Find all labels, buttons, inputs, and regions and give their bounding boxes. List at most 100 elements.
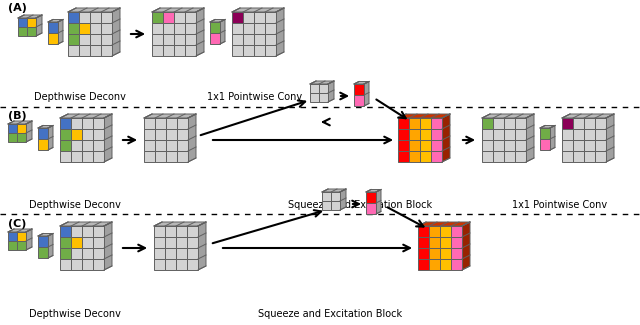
Polygon shape: [418, 259, 429, 270]
Polygon shape: [265, 23, 276, 34]
Polygon shape: [8, 229, 32, 232]
Polygon shape: [198, 222, 206, 270]
Polygon shape: [526, 114, 534, 162]
Polygon shape: [152, 23, 163, 34]
Polygon shape: [71, 237, 82, 248]
Text: 1x1 Pointwise Conv: 1x1 Pointwise Conv: [513, 200, 607, 210]
Polygon shape: [418, 222, 470, 226]
Polygon shape: [93, 226, 104, 237]
Polygon shape: [60, 259, 71, 270]
Polygon shape: [82, 259, 93, 270]
Polygon shape: [366, 203, 376, 214]
Polygon shape: [60, 118, 71, 129]
Polygon shape: [482, 151, 493, 162]
Polygon shape: [232, 34, 243, 45]
Polygon shape: [155, 151, 166, 162]
Polygon shape: [185, 45, 196, 56]
Polygon shape: [26, 121, 32, 142]
Polygon shape: [93, 248, 104, 259]
Polygon shape: [319, 84, 328, 93]
Polygon shape: [440, 226, 451, 237]
Polygon shape: [331, 201, 340, 210]
Polygon shape: [60, 237, 71, 248]
Text: Squeeze and Excitation Block: Squeeze and Excitation Block: [288, 200, 432, 210]
Polygon shape: [595, 118, 606, 129]
Polygon shape: [177, 140, 188, 151]
Text: Depthwise Deconv: Depthwise Deconv: [29, 309, 121, 319]
Polygon shape: [232, 8, 284, 12]
Polygon shape: [366, 192, 376, 203]
Polygon shape: [17, 241, 26, 250]
Polygon shape: [71, 129, 82, 140]
Polygon shape: [187, 237, 198, 248]
Polygon shape: [420, 118, 431, 129]
Polygon shape: [163, 12, 174, 23]
Polygon shape: [176, 259, 187, 270]
Polygon shape: [8, 232, 17, 241]
Polygon shape: [82, 226, 93, 237]
Polygon shape: [451, 248, 462, 259]
Polygon shape: [17, 124, 26, 133]
Polygon shape: [144, 129, 155, 140]
Polygon shape: [8, 241, 17, 250]
Polygon shape: [429, 248, 440, 259]
Polygon shape: [188, 114, 196, 162]
Polygon shape: [354, 95, 364, 106]
Polygon shape: [165, 226, 176, 237]
Polygon shape: [60, 114, 112, 118]
Polygon shape: [26, 229, 32, 250]
Polygon shape: [429, 226, 440, 237]
Polygon shape: [185, 34, 196, 45]
Polygon shape: [232, 12, 243, 23]
Polygon shape: [48, 20, 63, 22]
Polygon shape: [174, 23, 185, 34]
Polygon shape: [493, 140, 504, 151]
Polygon shape: [60, 151, 71, 162]
Polygon shape: [17, 133, 26, 142]
Polygon shape: [174, 12, 185, 23]
Polygon shape: [265, 34, 276, 45]
Polygon shape: [210, 22, 220, 33]
Polygon shape: [418, 226, 429, 237]
Polygon shape: [101, 34, 112, 45]
Polygon shape: [409, 129, 420, 140]
Polygon shape: [254, 12, 265, 23]
Polygon shape: [144, 151, 155, 162]
Polygon shape: [68, 23, 79, 34]
Polygon shape: [82, 118, 93, 129]
Polygon shape: [398, 129, 409, 140]
Polygon shape: [482, 129, 493, 140]
Polygon shape: [154, 248, 165, 259]
Polygon shape: [166, 118, 177, 129]
Polygon shape: [276, 8, 284, 56]
Polygon shape: [176, 248, 187, 259]
Polygon shape: [71, 118, 82, 129]
Polygon shape: [210, 33, 220, 44]
Polygon shape: [431, 151, 442, 162]
Polygon shape: [177, 118, 188, 129]
Polygon shape: [398, 118, 409, 129]
Polygon shape: [48, 125, 53, 150]
Polygon shape: [82, 140, 93, 151]
Polygon shape: [36, 15, 42, 36]
Text: Squeeze and Excitation Block: Squeeze and Excitation Block: [258, 309, 402, 319]
Polygon shape: [493, 129, 504, 140]
Polygon shape: [319, 93, 328, 102]
Polygon shape: [144, 140, 155, 151]
Polygon shape: [18, 18, 27, 27]
Polygon shape: [18, 27, 27, 36]
Text: Depthwise Deconv: Depthwise Deconv: [34, 92, 126, 102]
Polygon shape: [431, 129, 442, 140]
Polygon shape: [331, 192, 340, 201]
Polygon shape: [265, 12, 276, 23]
Polygon shape: [451, 226, 462, 237]
Polygon shape: [493, 151, 504, 162]
Polygon shape: [254, 45, 265, 56]
Polygon shape: [152, 45, 163, 56]
Polygon shape: [71, 226, 82, 237]
Polygon shape: [154, 222, 206, 226]
Polygon shape: [71, 140, 82, 151]
Polygon shape: [243, 23, 254, 34]
Polygon shape: [58, 20, 63, 44]
Polygon shape: [595, 140, 606, 151]
